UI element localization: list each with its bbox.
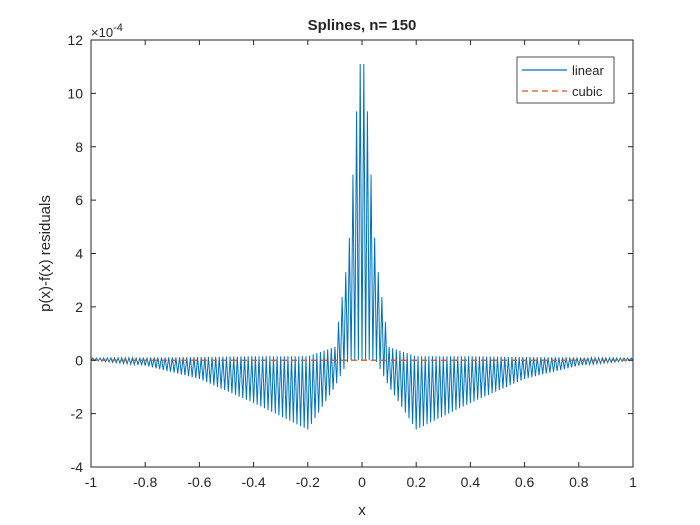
x-tick-label: 0.2: [406, 474, 426, 490]
y-tick-label: 0: [75, 352, 83, 368]
legend-box: [516, 56, 615, 104]
x-tick-label: 0.4: [461, 474, 481, 490]
y-tick-label: 10: [67, 85, 83, 101]
y-tick-label: 12: [67, 32, 83, 48]
x-tick-label: -0.6: [187, 474, 211, 490]
y-exponent-power: -4: [113, 22, 123, 34]
x-tick-label: 0: [358, 474, 366, 490]
y-tick-label: -2: [71, 406, 84, 422]
x-tick-label: -0.2: [296, 474, 320, 490]
legend-label-linear: linear: [572, 63, 604, 78]
x-tick-label: 0.8: [569, 474, 589, 490]
y-tick-label: 8: [75, 139, 83, 155]
y-exponent-base: ×10: [91, 25, 113, 40]
plot-area: [90, 64, 634, 430]
axes: -1 -0.8 -0.6 -0.4 -0.2 0 0.2 0.4 0.6 0.8 1 -4 -2 0 2 4 6…: [67, 32, 637, 490]
legend: linear cubic: [516, 56, 615, 104]
y-tick-label: 2: [75, 299, 83, 315]
x-axis-label: x: [358, 502, 366, 519]
x-tick-label: 1: [629, 474, 637, 490]
legend-label-cubic: cubic: [572, 84, 603, 99]
y-axis-label: p(x)-f(x) residuals: [37, 195, 54, 312]
y-tick-label: 4: [75, 246, 83, 262]
x-tick-label: -0.8: [133, 474, 157, 490]
y-axis-exponent: ×10-4: [91, 22, 123, 40]
y-tick-label: 6: [75, 192, 83, 208]
y-tick-label: -4: [71, 459, 84, 475]
x-tick-label: -0.4: [242, 474, 266, 490]
x-tick-label: 0.6: [515, 474, 535, 490]
x-tick-label: -1: [85, 474, 98, 490]
chart-title: Splines, n= 150: [308, 17, 417, 34]
